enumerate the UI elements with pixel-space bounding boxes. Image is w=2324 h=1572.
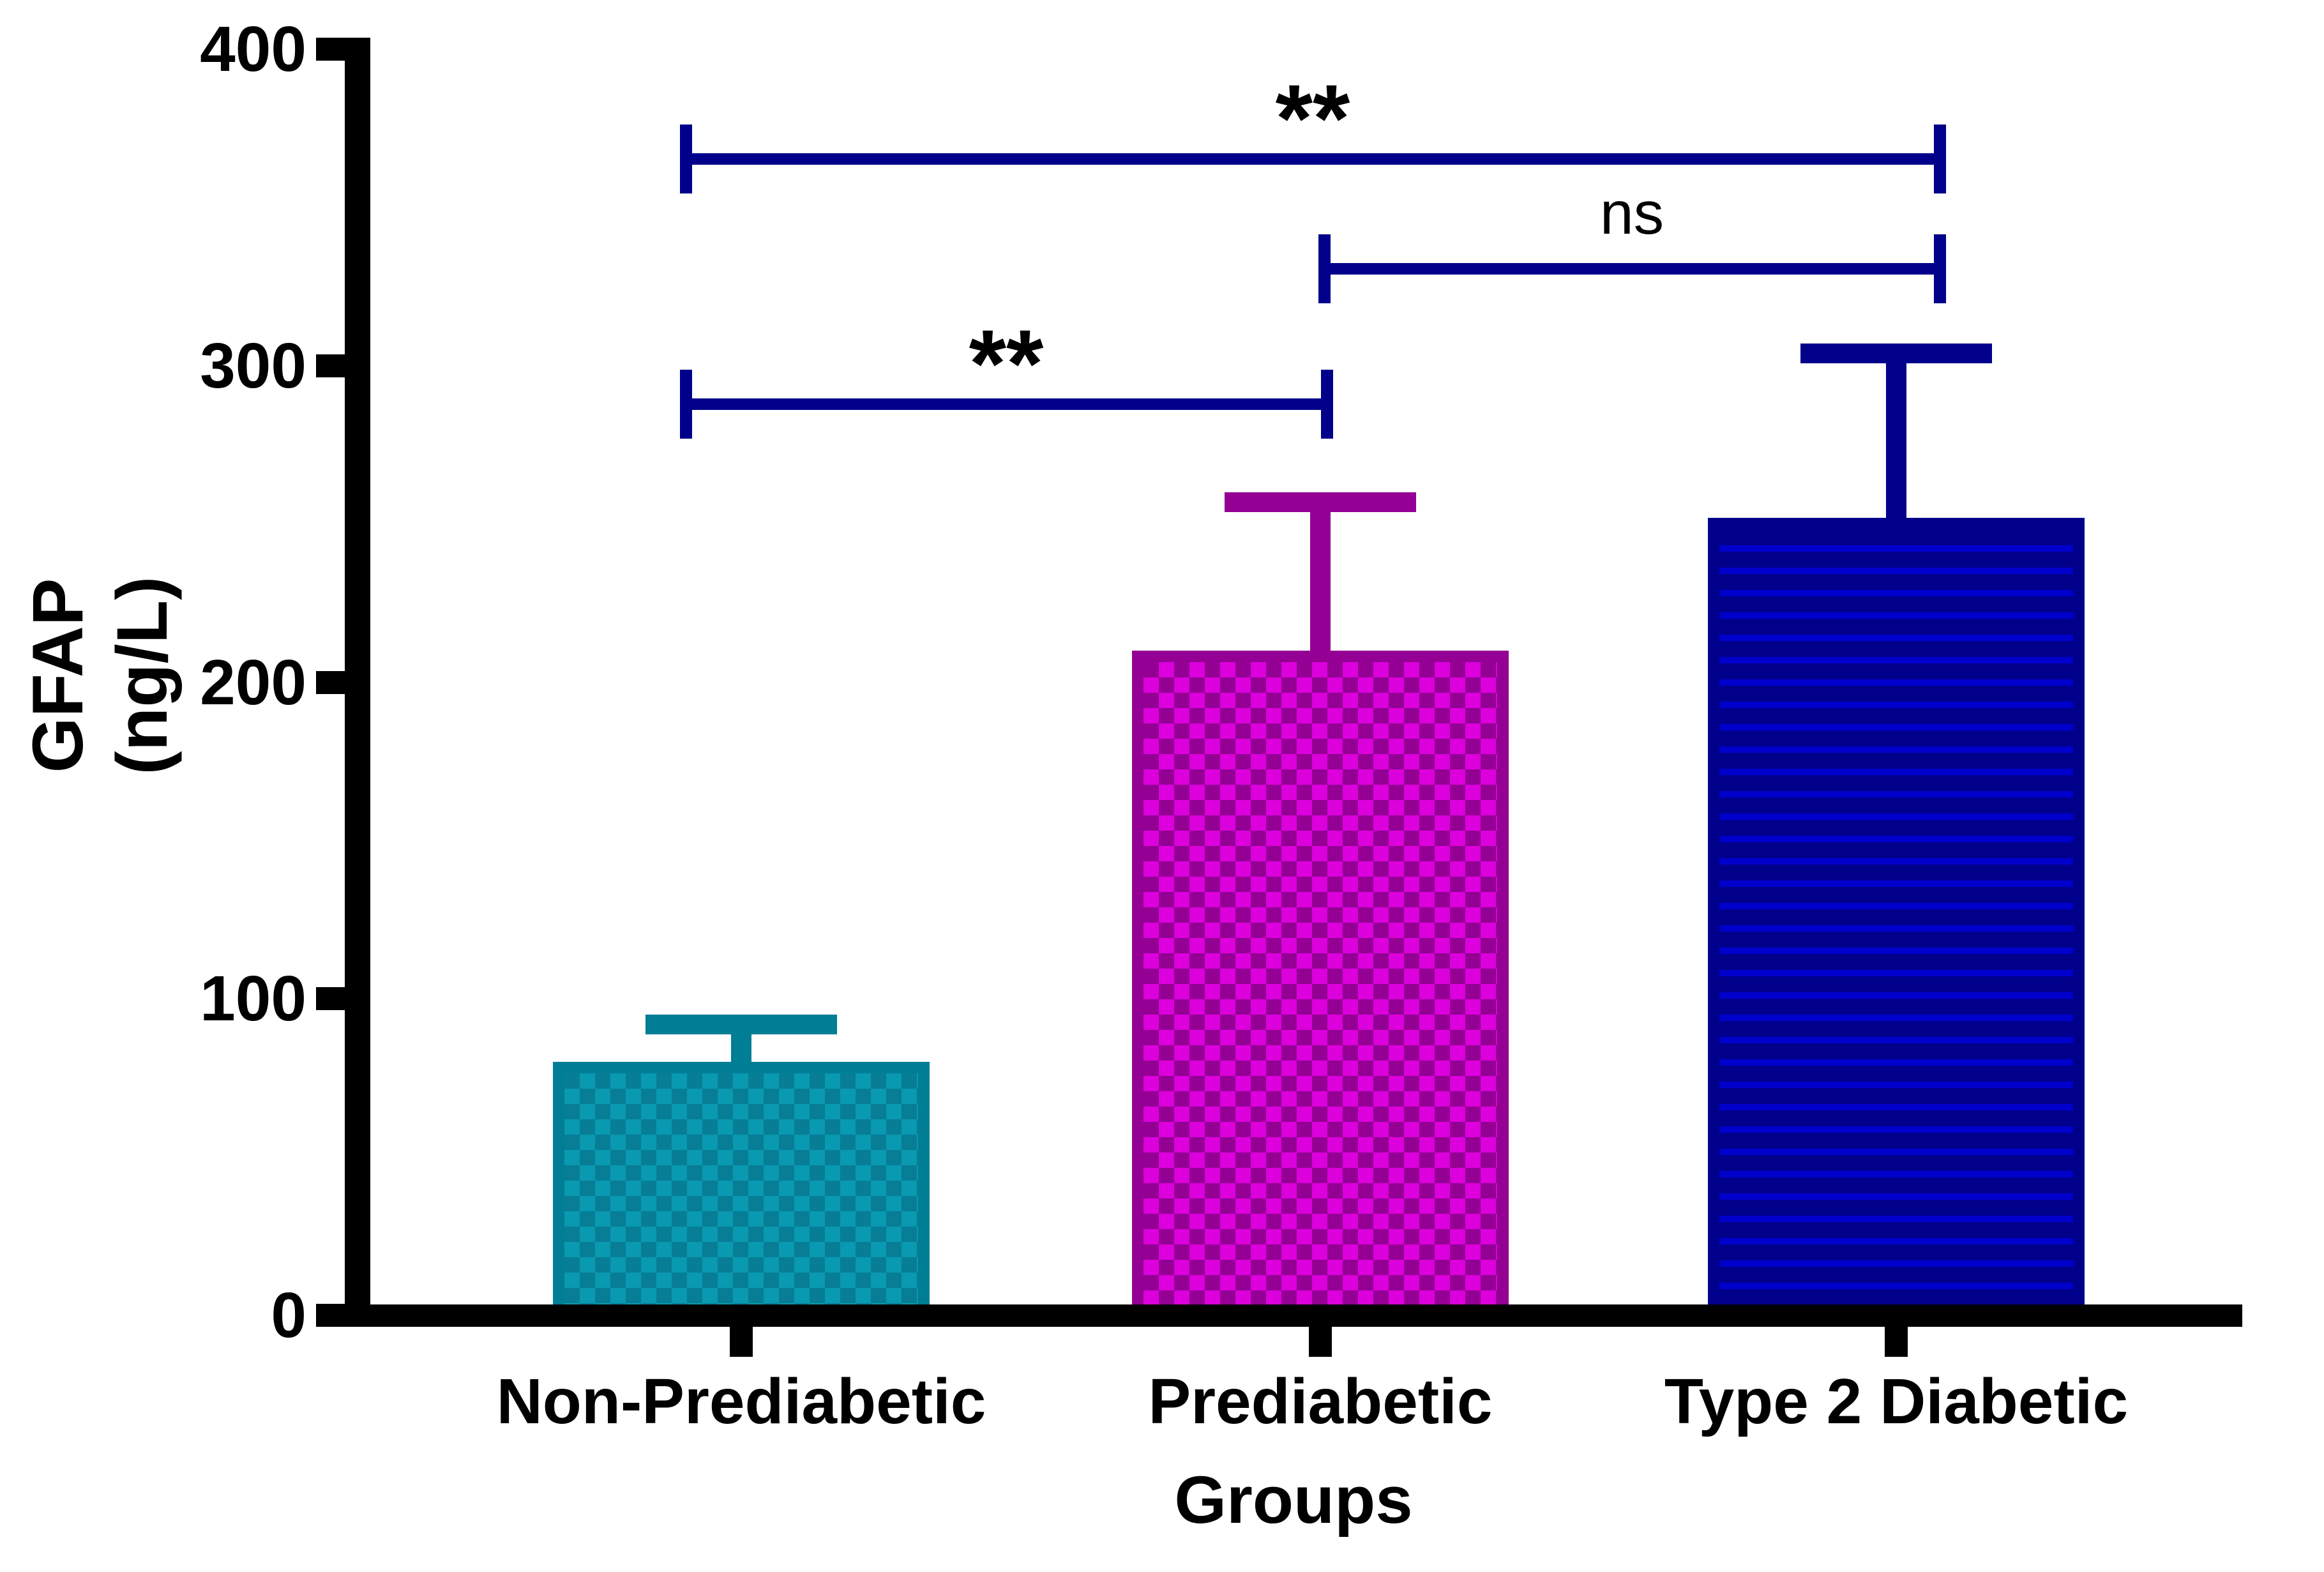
y-tick [316,671,345,694]
y-tick [316,987,345,1010]
x-category-label: Prediabetic [1148,1366,1493,1437]
bar-prediabetic [1132,651,1509,1304]
bar-type-2-diabetic [1708,518,2085,1304]
significance-label: ns [1599,179,1664,247]
bar-fill-pattern [1719,529,2073,1304]
bar-fill-pattern [1143,662,1497,1304]
y-tick-label: 100 [200,963,306,1034]
x-axis-title: Groups [1174,1463,1413,1538]
significance-bracket-end [1934,234,1946,303]
y-tick-label: 200 [200,647,306,718]
significance-bracket-end [680,125,692,193]
x-tick [730,1327,753,1357]
significance-bracket-end [1318,234,1331,303]
significance-bracket-end [1321,370,1333,439]
y-axis-line [345,38,370,1327]
x-tick [1885,1327,1908,1357]
significance-bracket-line [1324,263,1940,275]
x-tick [1309,1327,1332,1357]
significance-bracket-line [686,153,1940,165]
y-tick-label: 0 [271,1280,306,1351]
significance-bracket-end [1934,125,1946,193]
y-tick [316,38,345,61]
significance-label: ** [1275,64,1350,172]
bar-non-prediabetic [553,1062,930,1304]
y-tick [316,1304,345,1327]
x-category-label: Non-Prediabetic [496,1366,986,1437]
x-axis-line [345,1304,2242,1327]
error-bar-stem [1886,356,1906,534]
y-tick [316,354,345,377]
bar-fill-pattern [564,1073,918,1304]
error-bar-stem [1310,505,1331,667]
x-category-label: Type 2 Diabetic [1664,1366,2129,1437]
significance-bracket-line [686,398,1327,410]
significance-bracket-end [680,370,692,439]
y-tick-label: 400 [200,13,306,85]
significance-label: ** [969,310,1044,417]
y-tick-label: 300 [200,330,306,402]
